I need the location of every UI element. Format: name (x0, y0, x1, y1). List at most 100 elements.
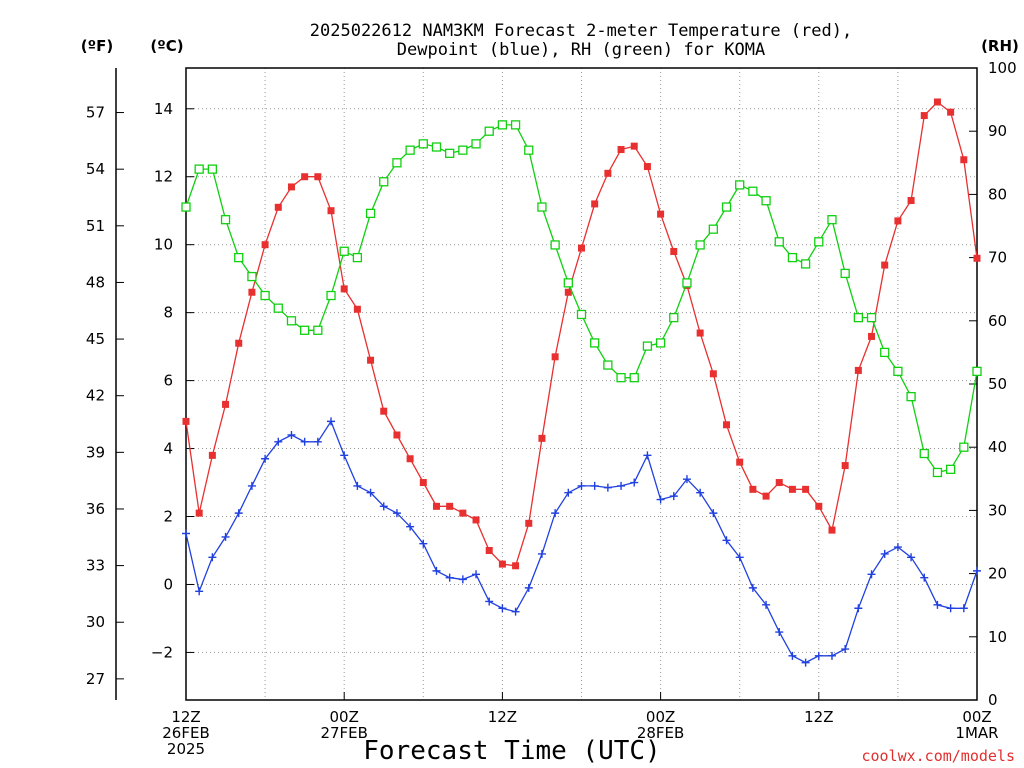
dewpoint-point (472, 570, 481, 579)
temperature-point (195, 509, 203, 517)
temperature-point (907, 197, 915, 205)
credit-text: coolwx.com/models (861, 747, 1015, 765)
dewpoint-point (577, 481, 586, 490)
fahrenheit-tick-label: 42 (86, 387, 105, 405)
dewpoint-point (537, 549, 546, 558)
series-rh (181, 120, 982, 478)
rh-point (603, 360, 613, 370)
temperature-point (762, 492, 770, 500)
rh-point (379, 177, 389, 187)
axis-ticks: −2 0 2 4 6 8 10 12 14 27 30 33 36 39 42 45 48 51 54 57 0 10 20… (86, 59, 1017, 758)
celsius-tick-label: −2 (151, 643, 173, 661)
rh-point (576, 309, 587, 320)
temperature-point (591, 200, 599, 208)
fahrenheit-tick-label: 39 (86, 443, 105, 461)
rh-tick-label: 40 (988, 438, 1007, 456)
dewpoint-point (959, 604, 968, 613)
rh-tick-label: 50 (988, 375, 1007, 393)
x-tick-label: 00Z (646, 708, 675, 726)
dewpoint-point (406, 522, 415, 531)
temperature-point (841, 462, 849, 470)
rh-point (326, 290, 336, 301)
temperature-point (775, 479, 783, 487)
dewpoint-point (946, 604, 955, 613)
dewpoint-point (182, 529, 190, 538)
dewpoint-point (775, 628, 784, 637)
rh-point (220, 215, 231, 225)
dewpoint-point (445, 573, 454, 582)
celsius-tick-label: 12 (154, 168, 173, 186)
dewpoint-point (748, 583, 757, 592)
temperature-point (670, 247, 678, 255)
rh-point (313, 325, 323, 335)
temperature-point (828, 526, 836, 534)
dewpoint-point (261, 454, 270, 463)
rh-point (972, 366, 982, 377)
dewpoint-point (893, 543, 902, 552)
temperature-point (314, 173, 322, 181)
temperature-point (920, 112, 928, 120)
temperature-point (248, 288, 256, 296)
rh-point (814, 237, 824, 247)
temperature-point (459, 509, 467, 517)
rh-point (260, 290, 270, 301)
rh-point (866, 312, 877, 323)
fahrenheit-tick-label: 45 (86, 330, 105, 348)
rh-point (906, 391, 916, 402)
temperature-point (222, 400, 230, 408)
x-tick-label: 12Z (488, 708, 517, 726)
celsius-tick-label: 0 (163, 575, 173, 593)
rh-point (853, 312, 863, 323)
x-tick-label: 00Z (330, 708, 359, 726)
temperature-point (538, 434, 546, 442)
rh-point (234, 252, 244, 263)
temperature-point (512, 562, 520, 570)
dewpoint-point (735, 553, 744, 562)
fahrenheit-unit-label: (ºF) (81, 37, 113, 55)
temperature-point (973, 254, 981, 262)
x-tick-label: 12Z (804, 708, 833, 726)
dewpoint-point (300, 437, 309, 446)
dewpoint-point (920, 573, 929, 582)
dewpoint-point (630, 478, 639, 487)
rh-tick-label: 70 (988, 249, 1007, 267)
dewpoint-point (973, 566, 981, 575)
rh-tick-label: 60 (988, 312, 1007, 330)
celsius-tick-label: 14 (154, 100, 173, 118)
rh-tick-label: 100 (988, 59, 1017, 77)
rh-point (471, 139, 481, 149)
data-series (181, 98, 982, 667)
dewpoint-point (841, 645, 850, 654)
temperature-point (696, 329, 704, 337)
rh-tick-label: 80 (988, 185, 1007, 203)
dewpoint-point (669, 492, 678, 501)
dewpoint-point (234, 509, 243, 518)
dewpoint-point (696, 488, 705, 497)
dewpoint-point (313, 437, 322, 446)
temperature-point (432, 502, 440, 510)
rh-point (590, 338, 600, 348)
temperature-point (578, 244, 585, 252)
rh-point (405, 145, 415, 155)
rh-point (484, 126, 494, 136)
temperature-point (182, 417, 190, 425)
dewpoint-point (432, 566, 441, 575)
rh-point (787, 252, 798, 263)
temperature-point (894, 217, 902, 225)
rh-point (563, 278, 573, 288)
rh-point (682, 278, 692, 288)
dewpoint-point (709, 509, 718, 518)
rh-point (247, 271, 257, 282)
temperature-point (406, 455, 414, 463)
temperature-point (617, 146, 625, 154)
temperature-point (380, 407, 388, 415)
rh-point (629, 373, 639, 383)
dewpoint-point (353, 481, 362, 490)
rh-tick-label: 20 (988, 565, 1007, 583)
rh-point (735, 180, 745, 190)
rh-point (194, 164, 204, 174)
temperature-point (630, 142, 638, 150)
temperature-point (815, 502, 823, 510)
temperature-point (525, 519, 533, 527)
rh-tick-label: 90 (988, 122, 1007, 140)
